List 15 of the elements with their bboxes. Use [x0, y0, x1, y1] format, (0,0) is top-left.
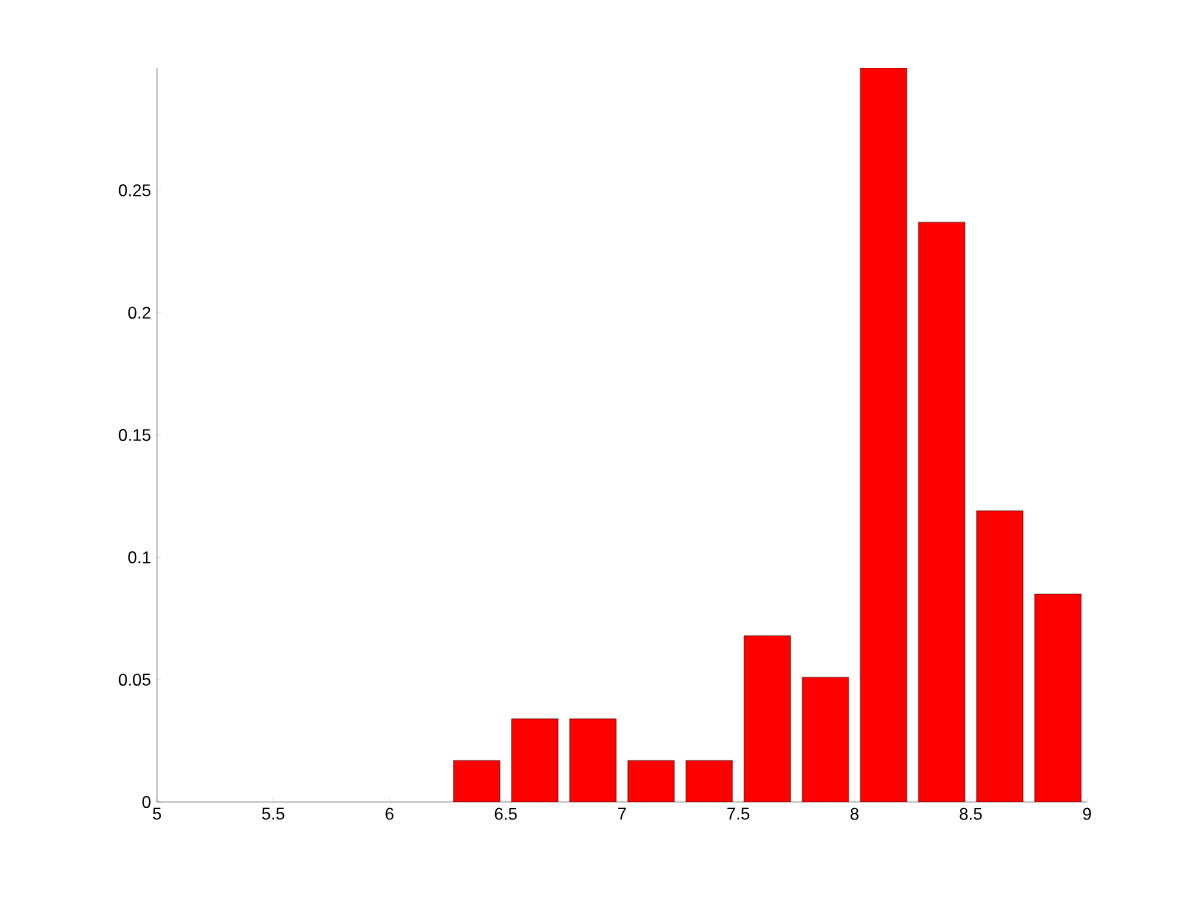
y-tick-label: 0.2	[128, 306, 151, 319]
x-tick-label: 7.5	[727, 807, 750, 820]
y-tick-label: 0	[142, 796, 151, 808]
x-tick-label: 6	[385, 807, 394, 820]
x-tick-label: 6.5	[494, 807, 517, 820]
x-tick-label: 5	[152, 807, 161, 820]
y-tick-label: 0.1	[128, 551, 151, 564]
x-tick-label: 5.5	[262, 807, 285, 820]
y-tick-label: 0.15	[118, 429, 151, 441]
x-tick-label: 7	[618, 807, 626, 820]
x-tick-label: 9	[1083, 807, 1091, 820]
x-tick-label: 8.5	[959, 807, 982, 820]
x-tick-label: 8	[850, 807, 859, 820]
y-tick-label: 0.05	[118, 673, 151, 686]
y-tick-label: 0.25	[118, 184, 151, 197]
